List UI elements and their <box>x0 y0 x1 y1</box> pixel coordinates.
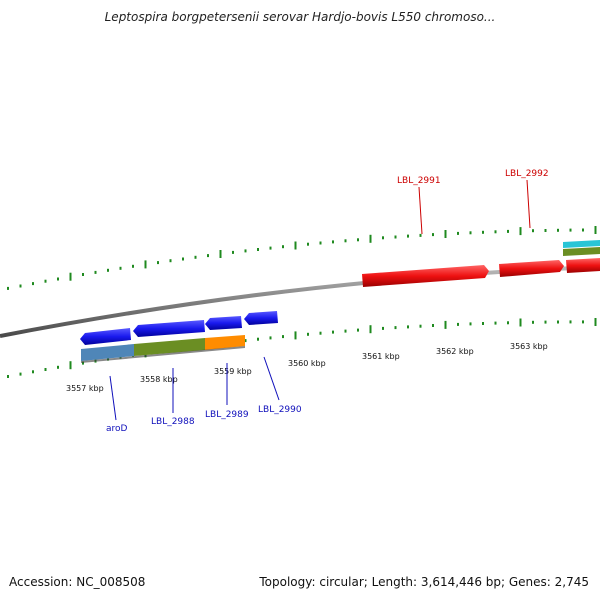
accession-text: Accession: NC_008508 <box>9 575 146 589</box>
forward-cog-bars <box>563 240 600 256</box>
gene-label-lbl-2988[interactable]: LBL_2988 <box>151 417 195 427</box>
cog-bar-olive <box>563 247 600 256</box>
reverse-strand-genes <box>80 311 278 345</box>
gene-arrow-lbl-2991[interactable] <box>362 265 489 287</box>
gene-arrow-arod[interactable] <box>80 328 131 345</box>
gene-arrow-offscreen[interactable] <box>566 258 600 273</box>
genome-backbone <box>0 265 600 338</box>
kbp-label: 3559 kbp <box>214 367 252 376</box>
gene-label-arod[interactable]: aroD <box>106 424 128 434</box>
kbp-labels: 3557 kbp 3558 kbp 3559 kbp 3560 kbp 3561… <box>66 342 548 393</box>
genome-summary-text: Topology: circular; Length: 3,614,446 bp… <box>259 575 589 589</box>
upper-tick-row <box>7 226 597 290</box>
kbp-label: 3557 kbp <box>66 384 104 393</box>
gene-arrow-lbl-2989[interactable] <box>205 316 242 330</box>
kbp-label: 3560 kbp <box>288 359 326 368</box>
kbp-label: 3563 kbp <box>510 342 548 351</box>
leader-lbl-2990 <box>263 356 280 401</box>
gene-label-lbl-2990[interactable]: LBL_2990 <box>258 405 302 415</box>
leader-arod <box>109 375 117 421</box>
gene-arrow-lbl-2992[interactable] <box>499 260 564 277</box>
gene-arrow-lbl-2988[interactable] <box>133 320 205 337</box>
map-title: Leptospira borgpetersenii serovar Hardjo… <box>104 10 496 24</box>
reverse-cog-bars <box>81 335 245 363</box>
kbp-label: 3561 kbp <box>362 352 400 361</box>
cog-bar-shadow <box>81 346 245 363</box>
kbp-label: 3558 kbp <box>140 375 178 384</box>
gene-arrow-lbl-2990[interactable] <box>244 311 278 325</box>
gene-label-lbl-2991[interactable]: LBL_2991 <box>397 176 441 186</box>
forward-strand-genes <box>362 258 600 287</box>
cog-bar-cyan <box>563 240 600 248</box>
cog-bar-steelblue <box>81 344 134 361</box>
kbp-label: 3562 kbp <box>436 347 474 356</box>
gene-label-lbl-2989[interactable]: LBL_2989 <box>205 410 249 420</box>
gene-labels: aroD LBL_2988 LBL_2989 LBL_2990 LBL_2991… <box>106 169 549 434</box>
leader-lbl-2992 <box>526 179 531 229</box>
leader-lbl-2991 <box>418 186 423 235</box>
gene-label-lbl-2992[interactable]: LBL_2992 <box>505 169 549 179</box>
cog-bar-orange <box>205 335 245 350</box>
label-leaders <box>109 179 531 421</box>
